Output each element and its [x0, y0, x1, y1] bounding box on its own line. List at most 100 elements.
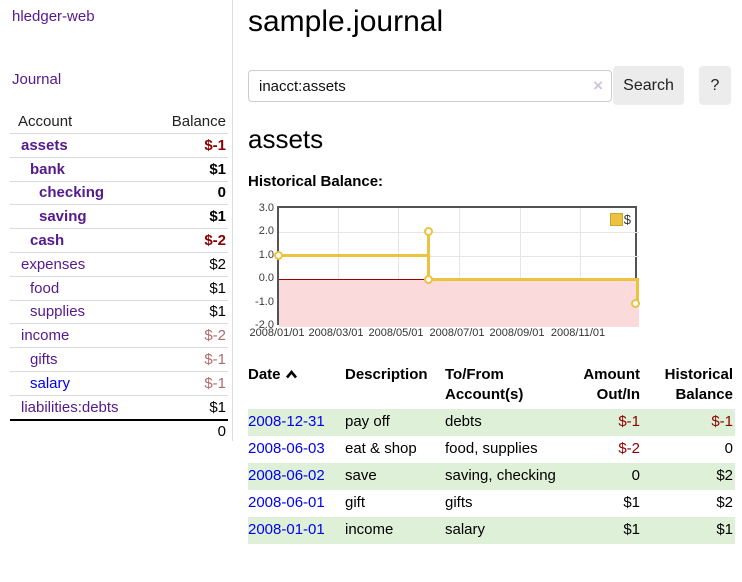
transaction-balance: $2: [716, 494, 733, 511]
column-header-balance: Historical Balance: [664, 366, 733, 403]
transaction-amount: 0: [631, 467, 640, 484]
balance-column-header: Balance: [171, 113, 226, 130]
transaction-amount: $1: [623, 494, 640, 511]
transaction-description: income: [345, 521, 394, 538]
account-balance: $-2: [204, 327, 226, 345]
transaction-date-link[interactable]: 2008-01-01: [248, 521, 325, 538]
clear-search-icon[interactable]: ×: [593, 76, 603, 95]
gridline: [580, 208, 581, 327]
gridline: [398, 208, 399, 327]
account-link-gifts[interactable]: gifts: [30, 351, 58, 369]
sidebar: hledger-web Journal Account Balance asse…: [0, 0, 233, 441]
y-tick: -2.0: [255, 319, 274, 331]
account-link-cash[interactable]: cash: [30, 232, 65, 250]
account-row: income $-2: [10, 323, 228, 347]
register-row: 2008-06-02 save saving, checking 0 $2: [248, 463, 735, 490]
accounts-table-header: Account Balance: [10, 110, 228, 133]
help-button[interactable]: ?: [699, 66, 731, 105]
column-header-amount: Amount Out/In: [583, 366, 640, 403]
transaction-description: pay off: [345, 413, 390, 430]
transaction-accounts: gifts: [445, 494, 473, 511]
account-link-assets[interactable]: assets: [21, 136, 68, 154]
x-tick: 2008/11/01: [550, 327, 606, 339]
account-row: gifts $-1: [10, 347, 228, 371]
transaction-description: gift: [345, 494, 366, 511]
account-link-bank[interactable]: bank: [30, 160, 66, 178]
search-button[interactable]: Search: [613, 66, 684, 105]
account-balance: $-1: [204, 374, 226, 392]
account-link-salary[interactable]: salary: [30, 374, 71, 392]
account-row: cash $-2: [10, 228, 228, 252]
account-balance: $2: [209, 255, 226, 273]
transaction-date-link[interactable]: 2008-12-31: [248, 413, 325, 430]
account-row: saving $1: [10, 204, 228, 228]
transaction-date-link[interactable]: 2008-06-03: [248, 440, 325, 457]
account-link-saving[interactable]: saving: [39, 208, 87, 226]
transaction-amount: $-1: [618, 413, 640, 430]
transaction-amount: $-2: [618, 440, 640, 457]
transaction-date-link[interactable]: 2008-06-01: [248, 494, 325, 511]
account-balance: $1: [209, 160, 226, 178]
y-tick: -1.0: [255, 296, 274, 308]
x-tick: 2008/07/01: [429, 327, 485, 339]
account-link-food[interactable]: food: [30, 279, 60, 297]
series-line: [427, 278, 639, 281]
account-row: bank $1: [10, 156, 228, 181]
y-tick: 2.0: [258, 225, 274, 237]
transaction-balance: $1: [716, 521, 733, 538]
account-row: salary $-1: [10, 370, 228, 395]
account-balance: $1: [209, 303, 226, 321]
sidebar-item-journal[interactable]: Journal: [12, 71, 62, 88]
account-link-income[interactable]: income: [21, 327, 70, 345]
series-line: [279, 254, 429, 257]
legend-swatch-icon: [609, 213, 623, 226]
transaction-balance: $-1: [711, 413, 733, 430]
column-header-description: Description: [345, 366, 428, 383]
accounts-table: Account Balance assets $-1 bank $1 check…: [10, 110, 228, 442]
brand-link[interactable]: hledger-web: [12, 8, 95, 25]
account-row: expenses $2: [10, 251, 228, 276]
account-link-supplies[interactable]: supplies: [30, 303, 86, 321]
transaction-accounts: food, supplies: [445, 440, 538, 457]
gridline: [520, 208, 521, 327]
register-table: Date Description To/From Account(s) Amoun…: [248, 362, 735, 544]
negative-region: [279, 279, 639, 327]
sort-asc-icon: [285, 365, 298, 385]
account-balance: $1: [209, 279, 226, 297]
account-balance: $-1: [204, 136, 226, 154]
account-heading: assets: [248, 124, 324, 154]
transaction-date-link[interactable]: 2008-06-02: [248, 467, 325, 484]
y-tick: 3.0: [258, 202, 274, 214]
transaction-balance: 0: [724, 440, 733, 457]
account-balance: $-2: [204, 232, 226, 250]
transaction-accounts: debts: [445, 413, 482, 430]
x-tick: 2008/03/01: [308, 327, 364, 339]
transaction-amount: $1: [623, 521, 640, 538]
register-row: 2008-01-01 income salary $1 $1: [248, 517, 735, 544]
register-row: 2008-06-03 eat & shop food, supplies $-2…: [248, 436, 735, 463]
register-row: 2008-06-01 gift gifts $1 $2: [248, 490, 735, 517]
x-tick: 2008/09/01: [489, 327, 545, 339]
account-link-expenses[interactable]: expenses: [21, 255, 86, 273]
page-title: sample.journal: [248, 5, 444, 38]
column-header-date[interactable]: Date: [248, 362, 345, 409]
account-link-checking[interactable]: checking: [39, 184, 105, 202]
account-link-liabilities-debts[interactable]: liabilities:debts: [21, 398, 119, 416]
account-balance: $1: [209, 398, 226, 416]
plot-area: $: [274, 206, 640, 327]
series-line: [636, 279, 639, 304]
register-row: 2008-12-31 pay off debts $-1 $-1: [248, 409, 735, 436]
transaction-balance: $2: [716, 467, 733, 484]
balance-chart: 3.0 2.0 1.0 0.0 -1.0 -2.0: [248, 200, 735, 345]
legend-label: $: [623, 212, 631, 227]
y-tick: 1.0: [258, 249, 274, 261]
search-input[interactable]: [248, 70, 612, 102]
x-tick: 2008/01/01: [249, 327, 305, 339]
account-balance: 0: [217, 184, 226, 202]
accounts-total-row: 0: [10, 418, 228, 443]
column-header-accounts: To/From Account(s): [445, 366, 524, 403]
register-header-row: Date Description To/From Account(s) Amoun…: [248, 362, 735, 409]
data-point: [424, 275, 433, 284]
account-row: liabilities:debts $1: [10, 394, 228, 419]
account-row: food $1: [10, 275, 228, 300]
